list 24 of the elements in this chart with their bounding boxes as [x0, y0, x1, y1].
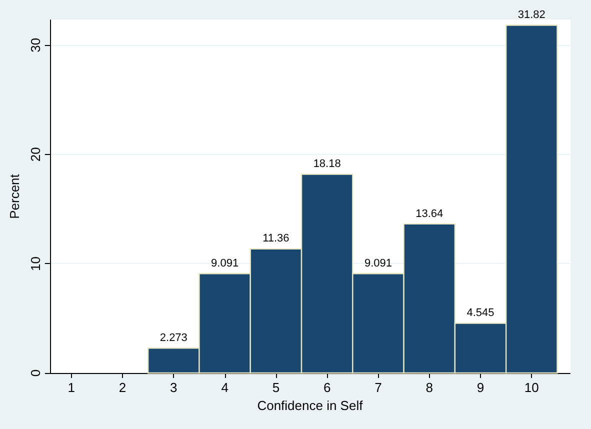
data-label: 9.091: [364, 258, 392, 270]
x-tick-label: 3: [170, 380, 178, 395]
data-label: 31.82: [518, 9, 546, 22]
data-label: 11.36: [262, 232, 290, 245]
x-tick-label: 7: [374, 380, 382, 395]
x-tick-label: 8: [426, 380, 433, 395]
x-tick-label: 10: [524, 380, 539, 395]
y-tick-label: 30: [28, 38, 43, 52]
data-label: 4.545: [466, 307, 494, 320]
data-label: 9.091: [211, 258, 239, 270]
y-tick-label: 10: [28, 256, 43, 271]
data-label: 18.18: [313, 158, 341, 170]
x-tick-label: 2: [118, 380, 126, 395]
y-axis-title: Percent: [7, 174, 22, 219]
x-tick-label: 1: [68, 380, 75, 395]
x-tick-label: 5: [272, 380, 280, 395]
y-tick-label: 20: [28, 147, 43, 162]
x-axis-title: Confidence in Self: [257, 398, 364, 413]
data-label: 13.64: [416, 208, 444, 220]
x-tick-label: 9: [476, 380, 484, 395]
y-tick-label: 0: [28, 369, 43, 377]
x-tick-label: 4: [221, 380, 228, 395]
x-tick-label: 6: [323, 380, 331, 395]
data-label: 2.273: [160, 332, 188, 344]
